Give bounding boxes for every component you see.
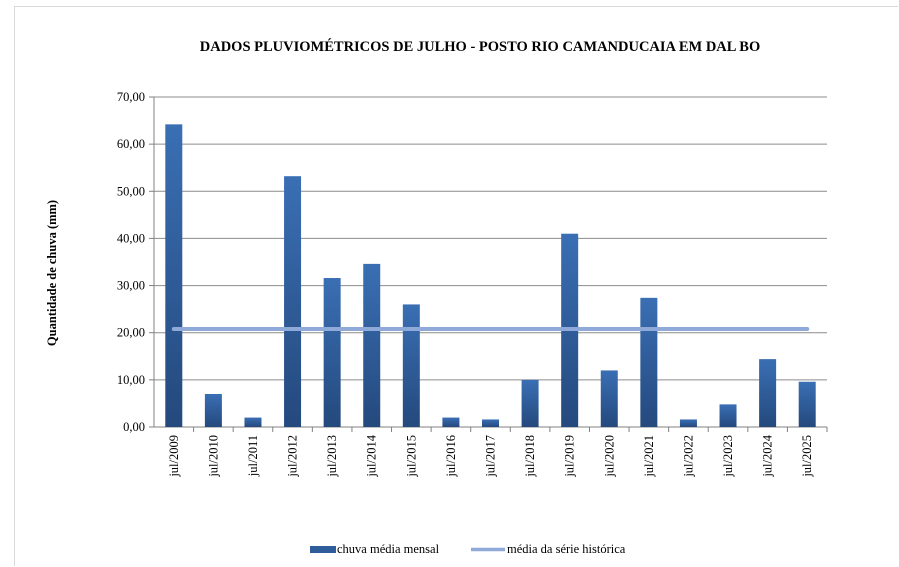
y-tick-label: 40,00 bbox=[117, 231, 145, 245]
legend: chuva média mensal média da série histór… bbox=[310, 542, 626, 556]
y-tick-label: 20,00 bbox=[117, 326, 145, 340]
x-tick-label: jul/2016 bbox=[444, 435, 458, 478]
bar bbox=[521, 379, 539, 427]
x-tick-label: jul/2022 bbox=[681, 435, 695, 478]
x-tick-label: jul/2010 bbox=[206, 435, 220, 478]
y-tick-label: 10,00 bbox=[117, 373, 145, 387]
bar bbox=[402, 304, 420, 427]
x-tick-label: jul/2014 bbox=[365, 434, 379, 477]
bar bbox=[204, 394, 222, 427]
bar bbox=[482, 419, 499, 427]
x-tick-label: jul/2013 bbox=[325, 435, 339, 478]
x-tick-label: jul/2019 bbox=[563, 435, 577, 478]
y-tick-label: 30,00 bbox=[117, 279, 145, 293]
x-tick-label: jul/2015 bbox=[404, 435, 418, 478]
bar bbox=[244, 417, 262, 427]
y-axis-label: Quantidade de chuva (mm) bbox=[45, 200, 59, 346]
bar bbox=[640, 297, 658, 427]
x-tick-label: jul/2012 bbox=[286, 435, 300, 478]
bar bbox=[323, 278, 341, 427]
y-tick-label: 0,00 bbox=[123, 420, 145, 434]
x-tick-label: jul/2018 bbox=[523, 435, 537, 478]
bar bbox=[679, 419, 697, 427]
legend-label-line: média da série histórica bbox=[507, 542, 626, 556]
gridlines bbox=[149, 96, 828, 432]
legend-label-bar: chuva média mensal bbox=[337, 542, 440, 556]
bar bbox=[798, 381, 816, 427]
bar bbox=[363, 263, 381, 427]
bar bbox=[759, 359, 777, 427]
legend-swatch-bar bbox=[310, 546, 336, 553]
y-tick-label: 50,00 bbox=[117, 184, 145, 198]
x-tick-label: jul/2009 bbox=[167, 435, 181, 478]
bar bbox=[719, 404, 737, 427]
x-tick-label: jul/2025 bbox=[800, 435, 814, 478]
x-tick-label: jul/2011 bbox=[246, 435, 260, 477]
x-tick-labels: jul/2009 jul/2010 jul/2011 jul/2012 jul/2013… bbox=[167, 434, 814, 477]
bar bbox=[284, 176, 302, 427]
x-tick-label: jul/2024 bbox=[761, 434, 775, 477]
x-tick-label: jul/2020 bbox=[602, 435, 616, 478]
chart-svg: DADOS PLUVIOMÉTRICOS DE JULHO - POSTO RI… bbox=[45, 38, 828, 556]
x-tick-label: jul/2017 bbox=[484, 435, 498, 478]
y-tick-labels: 0,00 10,00 20,00 30,00 40,00 50,00 60,00 70,00 bbox=[117, 90, 145, 434]
y-tick-label: 70,00 bbox=[117, 90, 145, 104]
chart-title: DADOS PLUVIOMÉTRICOS DE JULHO - POSTO RI… bbox=[200, 38, 760, 55]
y-tick-label: 60,00 bbox=[117, 137, 145, 151]
x-tick-label: jul/2023 bbox=[721, 435, 735, 478]
bar bbox=[442, 417, 460, 427]
bars bbox=[165, 124, 816, 427]
bar bbox=[165, 124, 183, 427]
bar bbox=[600, 370, 618, 427]
chart-frame: DADOS PLUVIOMÉTRICOS DE JULHO - POSTO RI… bbox=[14, 6, 898, 566]
x-tick-label: jul/2021 bbox=[642, 435, 656, 478]
